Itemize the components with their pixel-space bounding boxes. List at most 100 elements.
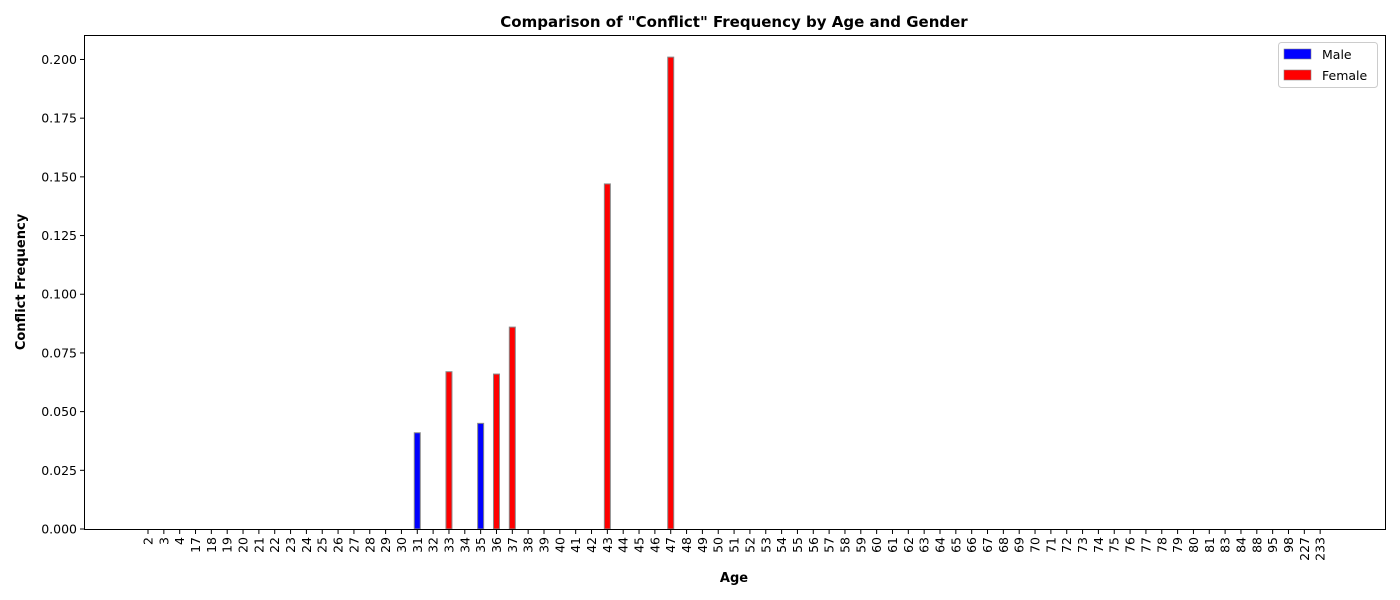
x-tick-label: 79 [1170,537,1185,553]
x-tick-label: 17 [188,537,203,553]
x-tick-label: 50 [711,537,726,553]
legend-swatch-male [1283,48,1312,60]
x-tick-label: 42 [584,537,599,553]
x-tick-label: 70 [1028,537,1043,553]
x-tick-label: 20 [236,537,251,553]
x-tick-label: 55 [790,537,805,553]
x-tick-label: 83 [1218,537,1233,553]
x-tick-label: 45 [632,537,647,553]
x-tick-label: 36 [489,537,504,553]
x-tick-label: 72 [1059,537,1074,553]
x-tick-label: 34 [457,537,472,553]
x-tick-label: 37 [505,537,520,553]
x-tick-label: 49 [695,537,710,553]
bar-male-age-35 [477,422,485,530]
y-tick-label: 0.000 [41,522,77,537]
x-tick-label: 26 [331,537,346,553]
x-tick-label: 54 [774,537,789,553]
x-tick-label: 84 [1233,537,1248,553]
x-tick-label: 66 [964,537,979,553]
bar-female-age-33 [445,371,453,530]
x-tick-label: 61 [885,537,900,553]
y-tick-label: 0.150 [41,169,77,184]
x-tick-label: 28 [362,537,377,553]
legend-label-female: Female [1322,68,1368,83]
x-tick-label: 80 [1186,537,1201,553]
x-tick-label: 78 [1154,537,1169,553]
x-tick-label: 3 [156,537,171,545]
x-tick-label: 51 [727,537,742,553]
chart-title: Comparison of "Conflict" Frequency by Ag… [500,13,968,31]
x-tick-label: 69 [1012,537,1027,553]
x-tick-label: 43 [600,537,615,553]
x-tick-label: 73 [1075,537,1090,553]
x-tick-label: 68 [996,537,1011,553]
legend-swatch-female [1283,69,1312,81]
x-tick-label: 44 [616,537,631,553]
x-tick-label: 23 [283,537,298,553]
x-tick-label: 95 [1265,537,1280,553]
y-axis-label: Conflict Frequency [14,213,29,350]
x-tick-label: 63 [917,537,932,553]
x-tick-label: 31 [410,537,425,553]
x-axis-label: Age [720,571,748,586]
x-tick-label: 25 [315,537,330,553]
x-tick-label: 22 [267,537,282,553]
x-tick-label: 24 [299,537,314,553]
x-tick-label: 76 [1123,537,1138,553]
x-tick-label: 56 [806,537,821,553]
x-tick-label: 81 [1202,537,1217,553]
y-tick-label: 0.050 [41,404,77,419]
y-tick-label: 0.025 [41,463,77,478]
x-tick-label: 53 [758,537,773,553]
x-tick-label: 75 [1107,537,1122,553]
x-tick-label: 52 [742,537,757,553]
y-tick-label: 0.125 [41,228,77,243]
x-tick-label: 77 [1138,537,1153,553]
bar-female-age-36 [492,373,500,530]
x-tick-label: 98 [1281,537,1296,553]
x-tick-label: 29 [378,537,393,553]
x-tick-label: 71 [1043,537,1058,553]
bar-female-age-37 [508,326,516,530]
x-tick-label: 60 [869,537,884,553]
x-tick-label: 19 [220,537,235,553]
x-tick-label: 21 [251,537,266,553]
x-tick-label: 41 [568,537,583,553]
x-tick-label: 46 [647,537,662,553]
y-tick-label: 0.075 [41,345,77,360]
x-tick-label: 58 [837,537,852,553]
x-tick-label: 74 [1091,537,1106,553]
x-tick-label: 48 [679,537,694,553]
x-tick-label: 88 [1249,537,1264,553]
x-tick-label: 30 [394,537,409,553]
x-tick-label: 32 [426,537,441,553]
legend-label-male: Male [1322,47,1352,62]
bar-female-age-43 [603,183,611,530]
x-tick-label: 33 [441,537,456,553]
x-tick-label: 62 [901,537,916,553]
x-tick-label: 27 [346,537,361,553]
x-tick-label: 67 [980,537,995,553]
x-tick-label: 39 [537,537,552,553]
bar-male-age-31 [413,432,421,530]
y-tick-label: 0.100 [41,287,77,302]
x-tick-label: 59 [853,537,868,553]
x-tick-label: 2 [141,537,156,545]
x-tick-label: 227 [1297,537,1312,561]
y-tick-label: 0.175 [41,111,77,126]
x-tick-label: 65 [948,537,963,553]
x-tick-label: 57 [822,537,837,553]
y-tick-label: 0.200 [41,52,77,67]
plot-frame [84,35,1386,530]
x-tick-label: 47 [663,537,678,553]
legend: Male Female [1278,42,1378,88]
x-tick-label: 64 [933,537,948,553]
x-tick-label: 18 [204,537,219,553]
x-tick-label: 233 [1313,537,1328,561]
bar-female-age-47 [667,56,675,530]
x-tick-label: 35 [473,537,488,553]
x-tick-label: 4 [172,537,187,545]
x-tick-label: 40 [552,537,567,553]
